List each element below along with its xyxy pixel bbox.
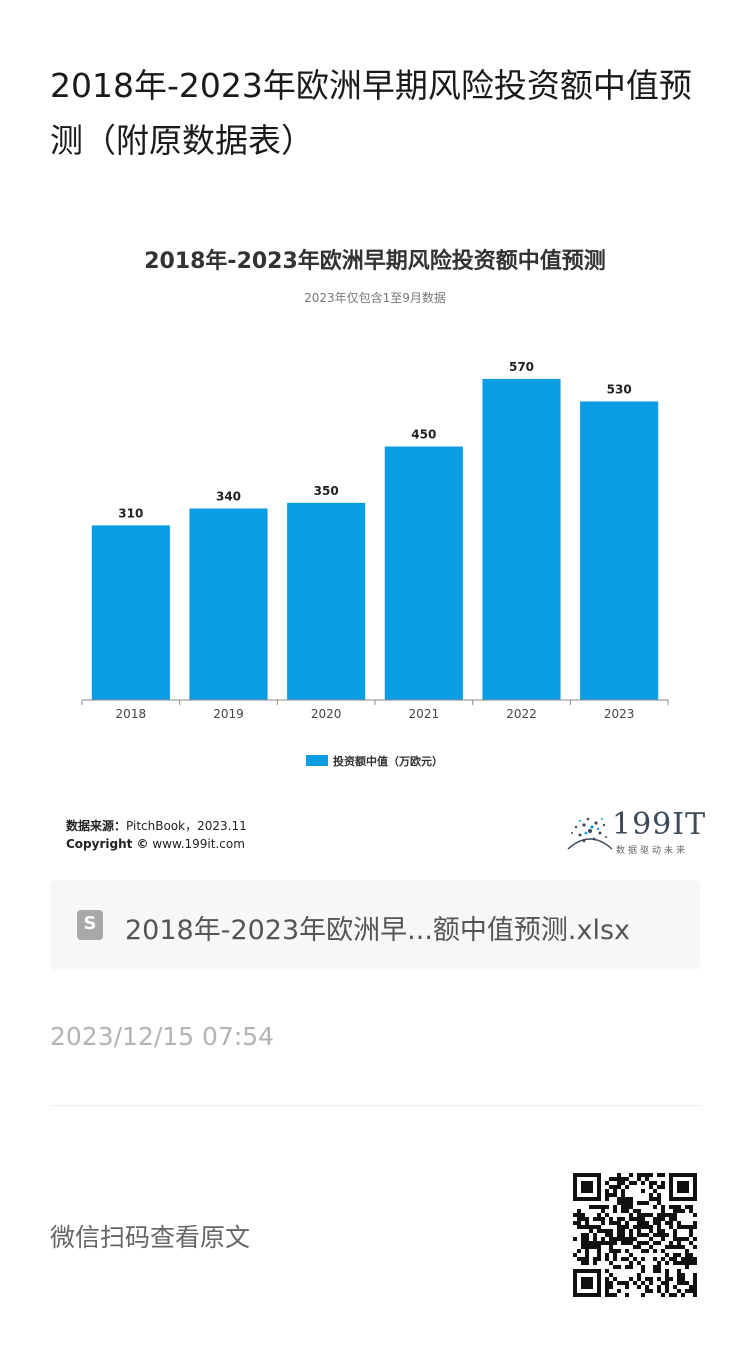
copyright: Copyright © www.199it.com (66, 837, 245, 851)
data-source-label: 数据来源： (66, 819, 127, 833)
bar-2019 (189, 508, 268, 700)
data-label-2019: 340 (216, 489, 241, 503)
scan-to-view-original-text: 微信扫码查看原文 (50, 1223, 251, 1252)
data-label-2023: 530 (607, 382, 632, 396)
data-label-2020: 350 (314, 484, 339, 498)
spreadsheet-icon-letter: S (83, 913, 97, 934)
qr-code-modules (573, 1173, 697, 1297)
data-source-value: PitchBook，2023.11 (126, 819, 247, 833)
logo-mark-icon (567, 817, 613, 850)
bar-2022 (482, 378, 561, 700)
x-tick-label-2021: 2021 (409, 707, 440, 721)
x-tick-label-2022: 2022 (506, 707, 537, 721)
199it-logo: 199IT 数据驱动未来 (560, 805, 705, 861)
logo-tagline: 数据驱动未来 (616, 846, 689, 856)
x-tick-label-2020: 2020 (311, 707, 342, 721)
copyright-value: www.199it.com (152, 837, 245, 851)
data-label-2021: 450 (411, 428, 436, 442)
copyright-label: Copyright © (66, 837, 149, 851)
spreadsheet-icon: S (77, 910, 103, 940)
attachment-filename[interactable]: 2018年-2023年欧洲早...额中值预测.xlsx (125, 915, 631, 946)
logo-text: 199IT (612, 807, 707, 842)
data-label-2018: 310 (118, 506, 143, 520)
bar-2020 (287, 502, 366, 700)
divider (50, 1105, 702, 1106)
qr-code[interactable] (573, 1173, 697, 1297)
bar-2023 (580, 401, 659, 700)
page-title: 2018年-2023年欧洲早期风险投资额中值预测（附原数据表） (50, 66, 692, 160)
x-tick-label-2019: 2019 (213, 707, 244, 721)
bar-chart: 310 2018 340 2019 350 2020 450 2021 570 2022 530 20… (81, 360, 669, 768)
data-source: 数据来源：PitchBook，2023.11 (66, 817, 247, 834)
x-tick-label-2023: 2023 (604, 707, 635, 721)
bar-2021 (384, 446, 463, 700)
attachment-card[interactable]: S 2018年-2023年欧洲早...额中值预测.xlsx (50, 880, 700, 970)
data-label-2022: 570 (509, 360, 534, 374)
chart-subtitle: 2023年仅包含1至9月数据 (304, 291, 446, 305)
legend-label: 投资额中值（万欧元） (333, 754, 443, 768)
chart-image: 310 2018 340 2019 350 2020 450 2021 570 2022 530 20… (50, 225, 705, 865)
legend-swatch (306, 755, 328, 766)
bar-2018 (91, 525, 170, 700)
publish-timestamp: 2023/12/15 07:54 (50, 1022, 275, 1051)
chart-title: 2018年-2023年欧洲早期风险投资额中值预测 (144, 249, 606, 274)
x-tick-label-2018: 2018 (116, 707, 147, 721)
